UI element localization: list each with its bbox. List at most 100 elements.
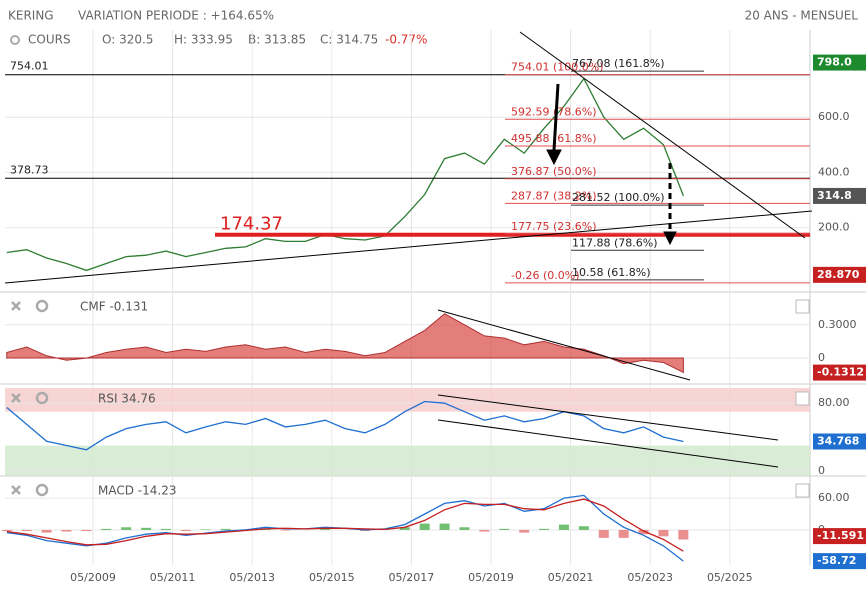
panel-title: RSI 34.76 xyxy=(98,392,156,406)
histogram-bar xyxy=(41,529,52,533)
histogram-bar xyxy=(519,529,530,533)
value-badge xyxy=(813,266,866,283)
y-tick-label: 60.00 xyxy=(818,491,850,504)
fib-label: 592.59 (78.6%) xyxy=(511,105,597,118)
value-badge xyxy=(813,364,866,381)
value-badge-label: 798.0 xyxy=(817,56,852,69)
level-label: 378.73 xyxy=(10,163,49,176)
histogram-bar xyxy=(180,529,191,531)
fib-label: 10.58 (61.8%) xyxy=(572,266,651,279)
price-line xyxy=(6,77,685,272)
value-badge-label: -58.72 xyxy=(817,554,856,567)
quote: H: 333.95 xyxy=(174,33,233,47)
histogram-bar xyxy=(459,527,470,530)
fib-label: 287.87 (38.2%) xyxy=(511,189,597,202)
histogram-bar xyxy=(479,529,490,532)
close-icon[interactable] xyxy=(11,485,21,495)
oversold-zone xyxy=(5,445,810,476)
histogram-bar xyxy=(21,529,32,531)
settings-icon[interactable] xyxy=(35,483,49,497)
panel-checkbox[interactable] xyxy=(795,483,810,498)
histogram-bar xyxy=(499,528,510,530)
value-badge-label: -0.1312 xyxy=(817,366,864,379)
histogram-bar xyxy=(280,529,291,531)
histogram-bar xyxy=(658,529,669,537)
quote: B: 313.85 xyxy=(248,33,306,47)
fib-label: -0.26 (0.0%) xyxy=(511,269,580,282)
fib-label: 177.75 (23.6%) xyxy=(511,220,597,233)
panel-checkbox[interactable] xyxy=(795,391,810,406)
x-tick-label: 05/2013 xyxy=(229,571,275,584)
quote-change: -0.77% xyxy=(385,33,427,47)
histogram-bar xyxy=(618,529,629,538)
value-badge xyxy=(813,553,866,570)
fib-label: 117.88 (78.6%) xyxy=(572,236,658,249)
histogram-bar xyxy=(558,524,569,530)
fib-label: 281.52 (100.0%) xyxy=(572,191,665,204)
histogram-bar xyxy=(419,523,430,530)
panel-checkbox[interactable] xyxy=(795,299,810,314)
quote: COURS xyxy=(28,33,71,47)
variation: VARIATION PERIODE : +164.65% xyxy=(78,9,274,23)
histogram-bar xyxy=(141,527,152,530)
histogram-bar xyxy=(121,527,132,530)
histogram-bar xyxy=(101,528,112,530)
histogram-bar xyxy=(320,528,331,530)
y-tick-label: 0.3000 xyxy=(818,318,857,331)
value-badge-label: 34.768 xyxy=(817,435,859,448)
histogram-bar xyxy=(598,529,609,538)
fib-label: 754.01 (100.0%) xyxy=(511,61,604,74)
histogram-bar xyxy=(160,528,171,530)
histogram-bar xyxy=(399,527,410,530)
quote: C: 314.75 xyxy=(320,33,378,47)
panel-title: MACD -14.23 xyxy=(98,484,176,498)
drawings xyxy=(4,31,813,468)
level-label: 174.37 xyxy=(220,214,283,235)
panel-title: CMF -0.131 xyxy=(80,300,148,314)
cmf-area xyxy=(6,313,684,374)
value-badge-label: 314.8 xyxy=(817,189,852,202)
histogram-bar xyxy=(578,526,589,530)
histogram-bar xyxy=(81,529,92,531)
y-tick-label: 200.0 xyxy=(818,221,850,234)
x-tick-label: 05/2011 xyxy=(150,571,196,584)
value-badge xyxy=(813,187,866,204)
histogram-bar xyxy=(539,528,550,530)
x-tick-label: 05/2015 xyxy=(309,571,355,584)
y-tick-label: 0 xyxy=(818,464,825,477)
price-line xyxy=(6,400,684,451)
y-tick-label: 600.0 xyxy=(818,110,850,123)
macd-line xyxy=(6,498,684,552)
settings-icon[interactable] xyxy=(35,391,49,405)
fib-label: 376.87 (50.0%) xyxy=(511,165,597,178)
close-icon[interactable] xyxy=(11,301,21,311)
symbol: KERING xyxy=(8,9,54,23)
settings-icon[interactable] xyxy=(35,299,49,313)
histogram-bar xyxy=(1,529,12,531)
histogram-bar xyxy=(200,529,211,530)
value-badge xyxy=(813,54,866,71)
overbought-zone xyxy=(5,388,810,412)
x-tick-label: 05/2023 xyxy=(627,571,673,584)
y-tick-label: 0 xyxy=(818,351,825,364)
value-badge-label: -11.591 xyxy=(817,529,864,542)
value-badge xyxy=(813,528,866,545)
histogram-bar xyxy=(439,523,450,530)
level-label: 754.01 xyxy=(10,60,49,73)
period: 20 ANS - MENSUEL xyxy=(745,9,859,23)
close-icon[interactable] xyxy=(11,393,21,403)
value-badge xyxy=(813,433,866,450)
value-badge-label: 28.870 xyxy=(817,268,860,281)
x-tick-label: 05/2019 xyxy=(468,571,514,584)
histogram-bar xyxy=(638,529,649,535)
x-tick-label: 05/2025 xyxy=(707,571,753,584)
fib-label: 767.08 (161.8%) xyxy=(572,57,665,70)
histogram-bar xyxy=(61,529,72,532)
settings-icon[interactable] xyxy=(10,35,20,45)
histogram-bar xyxy=(220,528,231,530)
x-tick-label: 05/2021 xyxy=(548,571,594,584)
histogram-bar xyxy=(678,529,689,540)
y-tick-label: 400.0 xyxy=(818,165,850,178)
x-tick-label: 05/2009 xyxy=(70,571,116,584)
